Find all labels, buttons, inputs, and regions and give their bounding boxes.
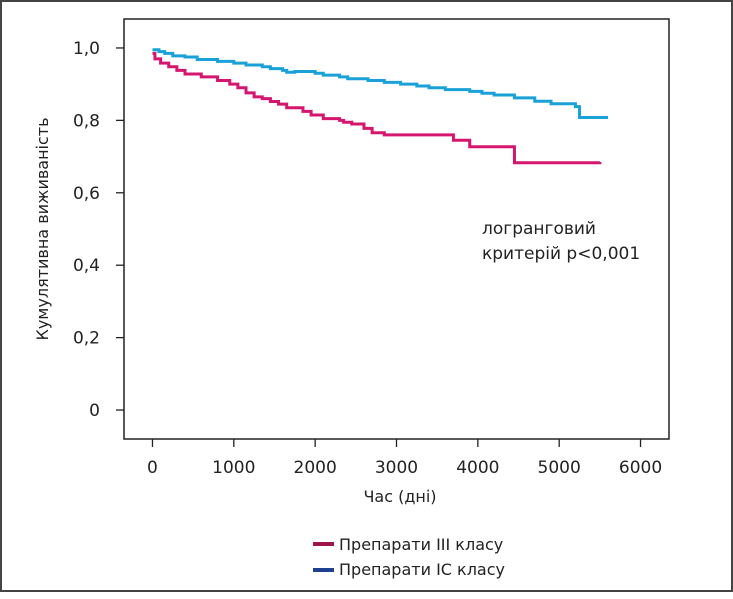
y-axis-label: Кумулятивна виживаність <box>33 117 52 340</box>
y-tick-label: 0,4 <box>73 256 100 276</box>
annotation-line-1: логранговий <box>482 219 596 239</box>
annotation-line-2: критерій p<0,001 <box>482 244 640 264</box>
x-tick-label: 6000 <box>619 458 662 478</box>
y-tick-label: 0,6 <box>73 184 100 204</box>
x-tick-label: 4000 <box>456 458 499 478</box>
y-tick-label: 1,0 <box>73 39 100 59</box>
x-tick-label: 1000 <box>212 458 255 478</box>
y-tick-label: 0 <box>89 401 100 421</box>
x-axis-ticks: 0 1000 2000 3000 4000 5000 6000 <box>147 439 662 478</box>
y-axis-ticks: 0 0,2 0,4 0,6 0,8 1,0 <box>73 39 124 421</box>
y-tick-label: 0,8 <box>73 111 100 131</box>
legend-label-class-iii: Препарати III класу <box>339 535 503 554</box>
x-tick-label: 5000 <box>538 458 581 478</box>
legend-label-class-ic: Препарати IC класу <box>339 560 505 579</box>
series-lines <box>152 48 608 165</box>
x-axis-label: Час (дні) <box>363 487 436 506</box>
survival-line-class-iii <box>152 51 602 165</box>
x-tick-label: 3000 <box>375 458 418 478</box>
x-tick-label: 0 <box>147 458 158 478</box>
x-tick-label: 2000 <box>294 458 337 478</box>
survival-line-class-ic <box>152 48 608 119</box>
y-tick-label: 0,2 <box>73 329 100 349</box>
legend: Препарати III класу Препарати IC класу <box>313 535 505 579</box>
